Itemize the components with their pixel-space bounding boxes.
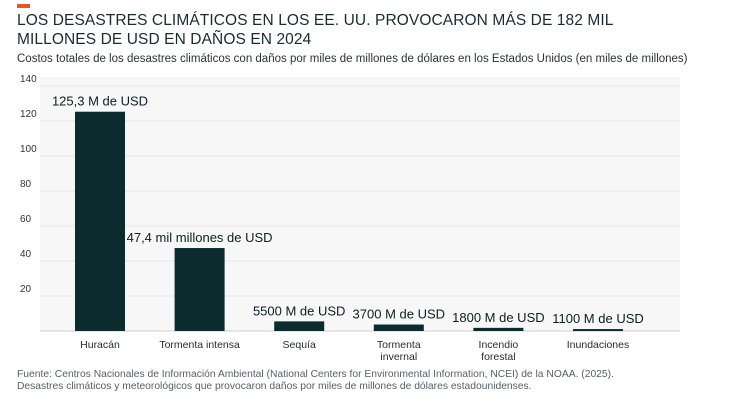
x-category-label: Tormenta: [377, 339, 421, 351]
data-label: 125,3 M de USD: [52, 94, 148, 109]
bar[interactable]: [573, 329, 623, 331]
data-label: 47,4 mil millones de USD: [127, 230, 273, 245]
y-tick-label: 60: [20, 214, 32, 225]
y-tick-label: 100: [20, 144, 37, 155]
x-category-label: forestal: [481, 351, 515, 363]
source-note: Fuente: Centros Nacionales de Informació…: [17, 369, 732, 393]
x-category-label: Sequía: [283, 339, 316, 351]
y-tick-label: 120: [20, 109, 37, 120]
bar[interactable]: [75, 111, 125, 331]
bar[interactable]: [373, 324, 424, 331]
accent-bar: [17, 4, 30, 8]
chart-title: LOS DESASTRES CLIMÁTICOS EN LOS EE. UU. …: [17, 11, 732, 49]
bar[interactable]: [473, 327, 524, 331]
title-line-2: MILLONES DE USD EN DAÑOS EN 2024: [17, 31, 312, 48]
x-category-label: invernal: [380, 351, 417, 363]
chart-subtitle: Costos totales de los desastres climátic…: [17, 53, 688, 65]
y-tick-label: 140: [20, 74, 37, 85]
plot-area: 20 40 60 80 100 120 140 125,3 M de USD Huracán 47…: [20, 74, 680, 363]
data-label: 3700 M de USD: [353, 307, 446, 322]
plot-background: [40, 77, 680, 331]
y-tick-label: 40: [20, 249, 32, 260]
x-category-label: Incendio: [479, 339, 519, 351]
bar[interactable]: [274, 321, 325, 331]
data-label: 5500 M de USD: [253, 303, 346, 318]
y-tick-label: 80: [20, 179, 32, 190]
bar[interactable]: [174, 248, 225, 331]
title-line-1: LOS DESASTRES CLIMÁTICOS EN LOS EE. UU. …: [17, 12, 614, 29]
x-category-label: Huracán: [80, 339, 120, 351]
x-category-label: Tormenta intensa: [159, 339, 240, 351]
data-label: 1100 M de USD: [552, 311, 644, 326]
y-tick-label: 20: [20, 284, 32, 295]
x-category-label: Inundaciones: [567, 339, 629, 351]
source-line-2: Desastres climáticos y meteorológicos qu…: [17, 381, 532, 392]
source-line-1: Fuente: Centros Nacionales de Informació…: [17, 369, 614, 380]
data-label: 1800 M de USD: [452, 310, 545, 325]
